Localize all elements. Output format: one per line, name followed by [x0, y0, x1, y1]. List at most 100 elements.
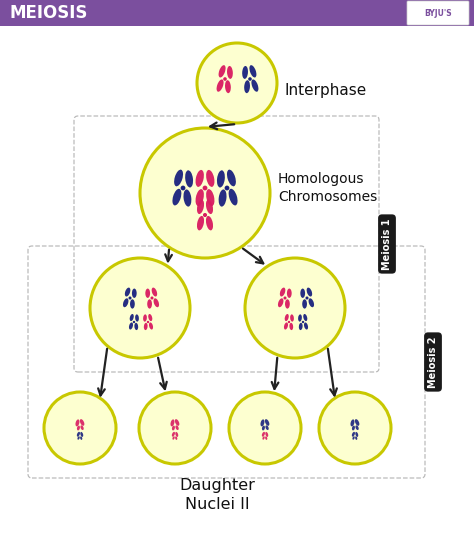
Ellipse shape — [81, 425, 84, 430]
Ellipse shape — [285, 299, 290, 309]
Ellipse shape — [130, 314, 134, 321]
Ellipse shape — [242, 66, 248, 79]
Ellipse shape — [149, 322, 153, 329]
Ellipse shape — [175, 419, 179, 426]
Ellipse shape — [77, 425, 80, 431]
Ellipse shape — [307, 288, 312, 296]
Ellipse shape — [197, 216, 204, 230]
Ellipse shape — [265, 432, 268, 437]
Ellipse shape — [280, 288, 285, 296]
Ellipse shape — [249, 65, 256, 77]
Ellipse shape — [123, 298, 128, 307]
Circle shape — [245, 258, 345, 358]
Ellipse shape — [352, 432, 355, 437]
Ellipse shape — [284, 322, 288, 329]
Ellipse shape — [125, 288, 130, 296]
Ellipse shape — [227, 169, 236, 187]
Circle shape — [283, 296, 286, 300]
Ellipse shape — [172, 432, 175, 437]
FancyBboxPatch shape — [407, 1, 469, 25]
Ellipse shape — [152, 288, 157, 296]
Circle shape — [140, 128, 270, 258]
Circle shape — [147, 321, 149, 323]
Circle shape — [203, 213, 207, 217]
Ellipse shape — [261, 419, 264, 426]
Ellipse shape — [196, 189, 204, 206]
Text: BYJU'S: BYJU'S — [424, 9, 452, 18]
Ellipse shape — [298, 314, 302, 321]
Ellipse shape — [75, 419, 80, 426]
Ellipse shape — [206, 170, 214, 187]
Ellipse shape — [135, 314, 139, 321]
Ellipse shape — [355, 419, 359, 426]
Ellipse shape — [146, 288, 150, 298]
Ellipse shape — [304, 322, 308, 329]
Ellipse shape — [285, 314, 289, 321]
Ellipse shape — [154, 298, 159, 307]
Ellipse shape — [135, 323, 138, 330]
Ellipse shape — [77, 432, 80, 437]
Ellipse shape — [148, 314, 152, 321]
Ellipse shape — [299, 323, 302, 330]
Circle shape — [90, 258, 190, 358]
Circle shape — [150, 296, 154, 300]
Circle shape — [128, 296, 131, 300]
Ellipse shape — [174, 169, 183, 187]
Ellipse shape — [219, 65, 226, 77]
Ellipse shape — [301, 288, 305, 298]
FancyBboxPatch shape — [0, 0, 474, 26]
Ellipse shape — [173, 437, 175, 440]
Ellipse shape — [206, 189, 214, 206]
Ellipse shape — [129, 322, 133, 329]
Ellipse shape — [172, 425, 175, 431]
Circle shape — [305, 296, 309, 300]
Ellipse shape — [217, 171, 225, 188]
Ellipse shape — [350, 419, 355, 426]
Ellipse shape — [225, 80, 231, 93]
Ellipse shape — [175, 437, 177, 440]
Circle shape — [223, 77, 227, 81]
Ellipse shape — [80, 432, 83, 437]
Ellipse shape — [185, 171, 193, 188]
Text: Daughter
Nuclei II: Daughter Nuclei II — [180, 478, 255, 512]
Circle shape — [319, 392, 391, 464]
Ellipse shape — [352, 425, 355, 431]
Ellipse shape — [302, 299, 307, 309]
Ellipse shape — [290, 323, 293, 330]
Ellipse shape — [147, 299, 152, 309]
Circle shape — [181, 185, 185, 190]
Text: MEIOSIS: MEIOSIS — [10, 4, 88, 22]
Ellipse shape — [355, 437, 357, 440]
Circle shape — [248, 77, 252, 81]
Ellipse shape — [175, 425, 179, 430]
Circle shape — [197, 43, 277, 123]
Text: Homologous
Chromosomes: Homologous Chromosomes — [278, 172, 377, 204]
Text: Meiosis 1: Meiosis 1 — [382, 218, 392, 270]
Ellipse shape — [206, 216, 213, 230]
Ellipse shape — [356, 432, 358, 437]
Ellipse shape — [278, 298, 283, 307]
Ellipse shape — [219, 189, 227, 207]
Ellipse shape — [227, 66, 233, 79]
Circle shape — [225, 185, 229, 190]
Ellipse shape — [262, 425, 265, 431]
Ellipse shape — [144, 323, 147, 330]
Circle shape — [202, 185, 208, 190]
Ellipse shape — [262, 432, 265, 437]
Ellipse shape — [217, 79, 224, 92]
Circle shape — [302, 321, 304, 323]
Ellipse shape — [173, 189, 182, 205]
Ellipse shape — [244, 80, 250, 93]
Ellipse shape — [309, 298, 314, 307]
Circle shape — [229, 392, 301, 464]
Ellipse shape — [143, 314, 147, 321]
Ellipse shape — [287, 288, 292, 298]
Ellipse shape — [265, 419, 269, 426]
Ellipse shape — [263, 437, 265, 440]
Ellipse shape — [183, 189, 191, 207]
Ellipse shape — [77, 437, 80, 440]
Ellipse shape — [175, 432, 178, 437]
Ellipse shape — [130, 299, 135, 309]
Text: Meiosis 2: Meiosis 2 — [428, 336, 438, 387]
Ellipse shape — [197, 200, 204, 214]
